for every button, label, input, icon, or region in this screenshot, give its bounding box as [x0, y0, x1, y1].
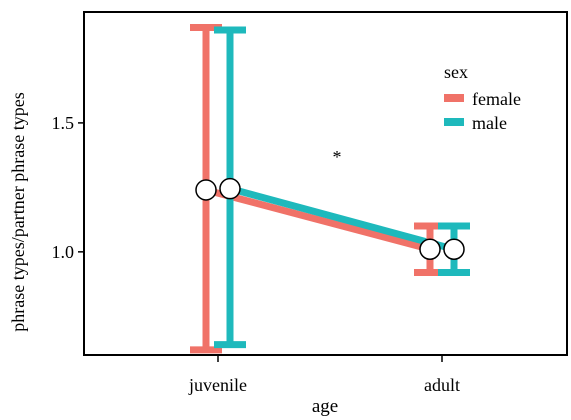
- y-tick-label: 1.5: [52, 113, 75, 133]
- x-tick-label: juvenile: [188, 375, 247, 395]
- data-point: [419, 238, 441, 261]
- legend-label-male: male: [472, 113, 507, 133]
- data-point: [219, 177, 241, 200]
- data-point: [195, 179, 217, 201]
- y-tick-label: 1.0: [52, 242, 75, 262]
- legend-swatch-male: [444, 118, 464, 126]
- y-axis-label: phrase types/partner phrase types: [8, 92, 28, 331]
- chart-marks: [190, 23, 470, 354]
- data-point: [443, 238, 465, 261]
- x-axis-ticks: juvenile adult: [188, 355, 460, 395]
- series-line-male: [229, 185, 455, 253]
- legend-title: sex: [444, 62, 468, 82]
- legend-swatch-female: [444, 94, 464, 102]
- plot-panel: [83, 11, 568, 356]
- legend: sex female male: [444, 62, 521, 133]
- y-axis-ticks: 1.0 1.5: [52, 113, 84, 262]
- x-tick-label: adult: [424, 375, 460, 395]
- legend-label-female: female: [472, 89, 521, 109]
- series-line-female: [205, 186, 431, 253]
- significance-annotation: *: [333, 147, 342, 167]
- x-axis-label: age: [312, 396, 338, 417]
